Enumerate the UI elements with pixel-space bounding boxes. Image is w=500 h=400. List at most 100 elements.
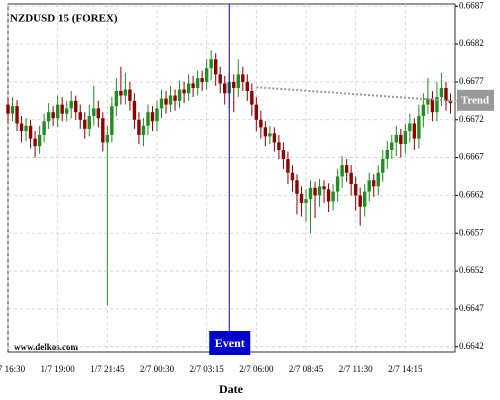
candle-body xyxy=(64,108,69,114)
candle-body xyxy=(394,134,399,143)
candle-body xyxy=(417,115,421,139)
candle-body xyxy=(10,106,15,114)
candle-body xyxy=(51,112,55,119)
y-tick-label: 0.6642 xyxy=(459,341,484,351)
candle-body xyxy=(335,176,340,192)
y-tick-label: 0.6657 xyxy=(459,227,484,237)
candle-body xyxy=(295,180,299,194)
candle-body xyxy=(385,150,389,160)
candle-body xyxy=(444,87,448,101)
candle-body xyxy=(132,100,137,120)
candle-body xyxy=(277,142,281,151)
candle-body xyxy=(286,159,290,173)
candle-body xyxy=(399,134,403,144)
candle-body xyxy=(372,180,376,187)
candle-body xyxy=(281,150,286,160)
candle-body xyxy=(412,123,417,139)
y-tick-label: 0.6687 xyxy=(459,0,484,10)
x-tick-label: 2/7 11:30 xyxy=(339,364,373,374)
candle-body xyxy=(186,83,191,94)
candle-body xyxy=(200,78,204,82)
y-tick-label: 0.6662 xyxy=(459,189,484,199)
candle-body xyxy=(426,98,430,105)
candle-body xyxy=(195,78,200,88)
candle-body xyxy=(349,172,353,185)
event-label-box xyxy=(209,331,251,355)
candle-body xyxy=(204,68,209,82)
candle-body xyxy=(381,159,385,173)
candle-body xyxy=(42,121,46,135)
candle-body xyxy=(344,165,349,173)
candle-body xyxy=(33,138,37,147)
trend-label-box xyxy=(457,89,494,111)
candle-body xyxy=(304,199,308,203)
candle-body xyxy=(263,127,268,137)
candle-body xyxy=(435,97,439,113)
candle-body xyxy=(367,180,371,192)
x-tick-label: 2/7 03:15 xyxy=(190,364,225,374)
plot-area xyxy=(7,3,456,353)
candle-body xyxy=(408,123,412,132)
candle-body xyxy=(448,100,453,104)
candle-body xyxy=(290,172,295,181)
candle-body xyxy=(92,108,96,116)
candle-body xyxy=(209,59,213,69)
x-tick-label: 2/7 14:15 xyxy=(388,364,423,374)
candle-body xyxy=(245,81,250,91)
candle-body xyxy=(308,187,313,200)
candle-body xyxy=(159,98,164,109)
event-label: Event xyxy=(215,336,245,350)
x-tick-label: 2/7 06:00 xyxy=(239,364,274,374)
y-tick-label: 0.6672 xyxy=(459,114,484,124)
candle-body xyxy=(19,123,24,132)
y-tick-label: 0.6667 xyxy=(459,152,484,162)
candle-body xyxy=(182,89,186,94)
candle-body xyxy=(331,191,335,202)
candle-body xyxy=(168,95,173,105)
candle-body xyxy=(15,106,19,124)
candle-body xyxy=(110,106,114,135)
candle-body xyxy=(218,74,222,84)
candle-body xyxy=(46,112,51,122)
candle-body xyxy=(326,189,331,202)
candle-body xyxy=(232,81,236,88)
candle-body xyxy=(114,91,119,107)
candle-body xyxy=(119,91,123,96)
x-tick-label: 2/7 08:45 xyxy=(289,364,324,374)
chart-title: NZDUSD 15 (FOREX) xyxy=(10,13,118,25)
candle-body xyxy=(317,186,322,196)
candle-body xyxy=(69,100,73,109)
candle-body xyxy=(37,134,42,147)
y-tick-label: 0.6647 xyxy=(459,303,484,313)
candle-body xyxy=(155,108,159,122)
candle-body xyxy=(78,112,82,120)
candle-body xyxy=(141,125,146,135)
candle-body xyxy=(83,119,87,129)
candle-body xyxy=(173,95,177,101)
candle-body xyxy=(403,131,408,144)
x-tick-label: 2/7 00:30 xyxy=(140,364,175,374)
candle-body xyxy=(28,125,33,139)
candle-body xyxy=(137,119,141,135)
y-tick-label: 0.6682 xyxy=(459,38,484,48)
candle-body xyxy=(259,119,263,128)
candle-body xyxy=(299,193,304,203)
y-tick-label: 0.6652 xyxy=(459,265,484,275)
x-tick-label: 1/7 16:30 xyxy=(0,364,26,374)
candle-body xyxy=(101,118,105,143)
candle-body xyxy=(439,87,444,98)
candle-body xyxy=(105,134,110,143)
x-tick-label: 1/7 21:45 xyxy=(90,364,125,374)
candle-body xyxy=(236,74,240,88)
trend-label: Trend xyxy=(461,94,489,106)
candle-body xyxy=(322,186,326,190)
candle-body xyxy=(376,172,380,187)
candle-body xyxy=(362,191,367,207)
candle-body xyxy=(150,112,155,122)
candle-body xyxy=(96,108,101,119)
candle-body xyxy=(358,195,362,207)
trend-line xyxy=(256,86,451,102)
candle-body xyxy=(24,125,28,132)
candle-body xyxy=(55,104,60,119)
candle-body xyxy=(191,83,195,88)
